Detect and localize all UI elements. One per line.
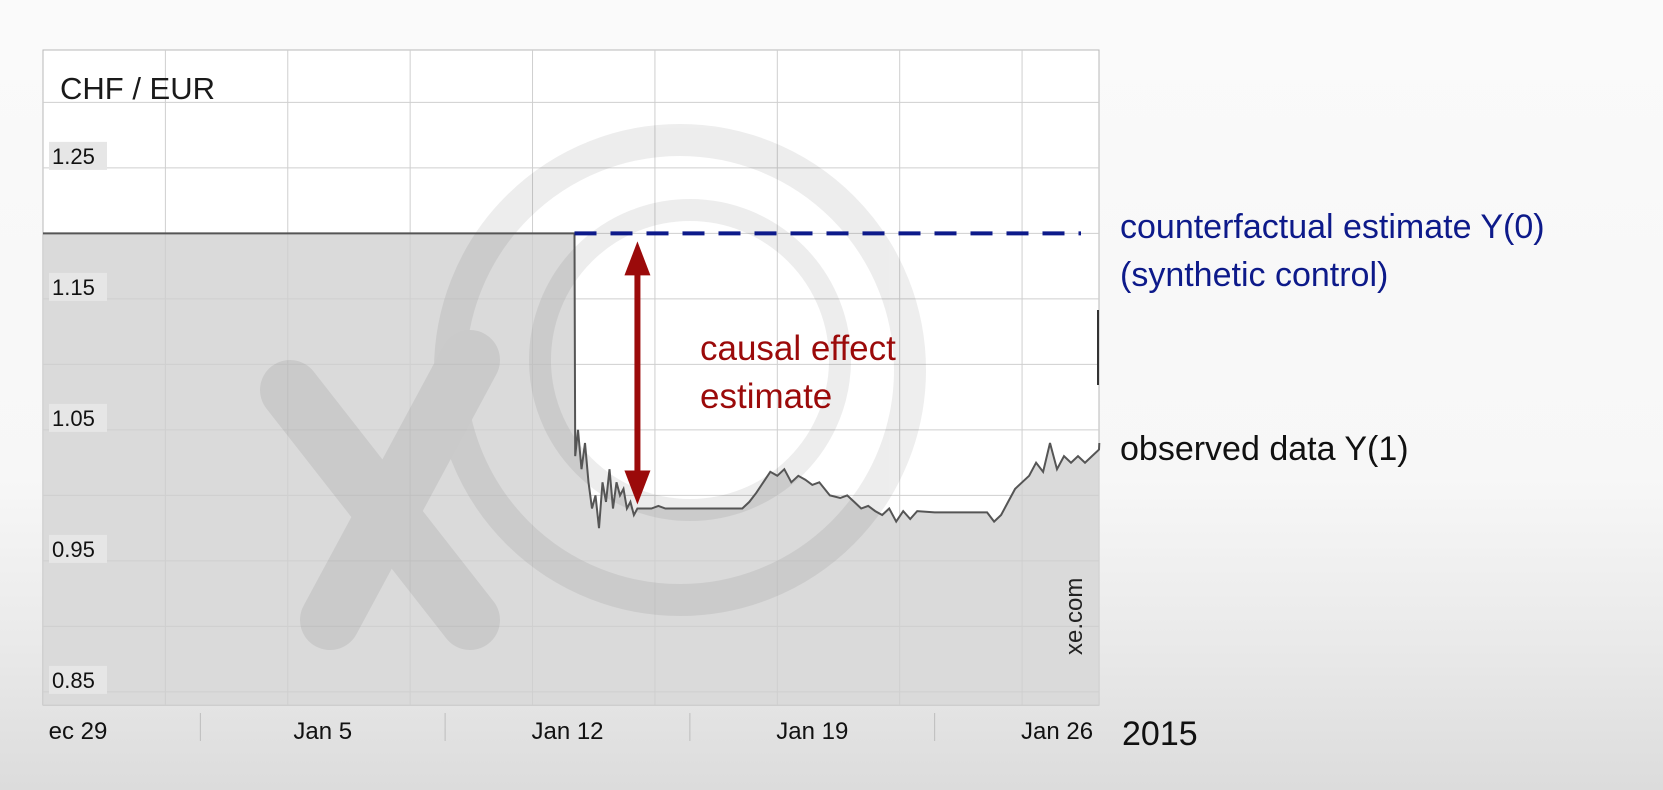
y-tick-label-background <box>49 534 107 563</box>
y-axis-ticks: 1.25 1.15 1.05 0.95 0.85 <box>49 141 107 694</box>
y-tick-label: 0.95 <box>52 537 95 562</box>
counterfactual-label-line1: counterfactual estimate Y(0) <box>1120 208 1545 246</box>
x-tick-label: Jan 12 <box>531 718 603 745</box>
y-tick-label-background <box>49 272 107 301</box>
x-tick-label: Jan 5 <box>293 718 352 745</box>
y-tick-label-background <box>49 403 107 432</box>
chart-title: CHF / EUR <box>60 71 215 106</box>
causal-effect-label-line1: causal effect <box>700 329 896 368</box>
x-tick-label: Jan 19 <box>776 718 848 745</box>
y-tick-label: 1.25 <box>52 144 95 169</box>
y-tick-label: 1.15 <box>52 275 95 300</box>
x-tick-label: Jan 26 <box>1021 718 1093 745</box>
x-axis-ticks: ec 29 Jan 5 Jan 12 Jan 19 Jan 26 <box>49 713 1093 745</box>
year-label: 2015 <box>1122 715 1198 753</box>
observed-label: observed data Y(1) <box>1120 430 1409 468</box>
xe-logo-watermark <box>260 124 926 650</box>
counterfactual-label-line2: (synthetic control) <box>1120 256 1388 294</box>
observed-series-line <box>43 232 1101 529</box>
causal-effect-arrow <box>624 241 651 505</box>
y-tick-label-background <box>49 141 107 170</box>
observed-area-fill <box>43 233 1100 705</box>
watermark-site-text: xe.com <box>1061 578 1088 655</box>
y-tick-label: 1.05 <box>52 406 95 431</box>
causal-effect-label-line2: estimate <box>700 377 832 416</box>
y-tick-label-background <box>49 665 107 694</box>
y-tick-label: 0.85 <box>52 668 95 693</box>
x-tick-label: ec 29 <box>49 718 108 745</box>
